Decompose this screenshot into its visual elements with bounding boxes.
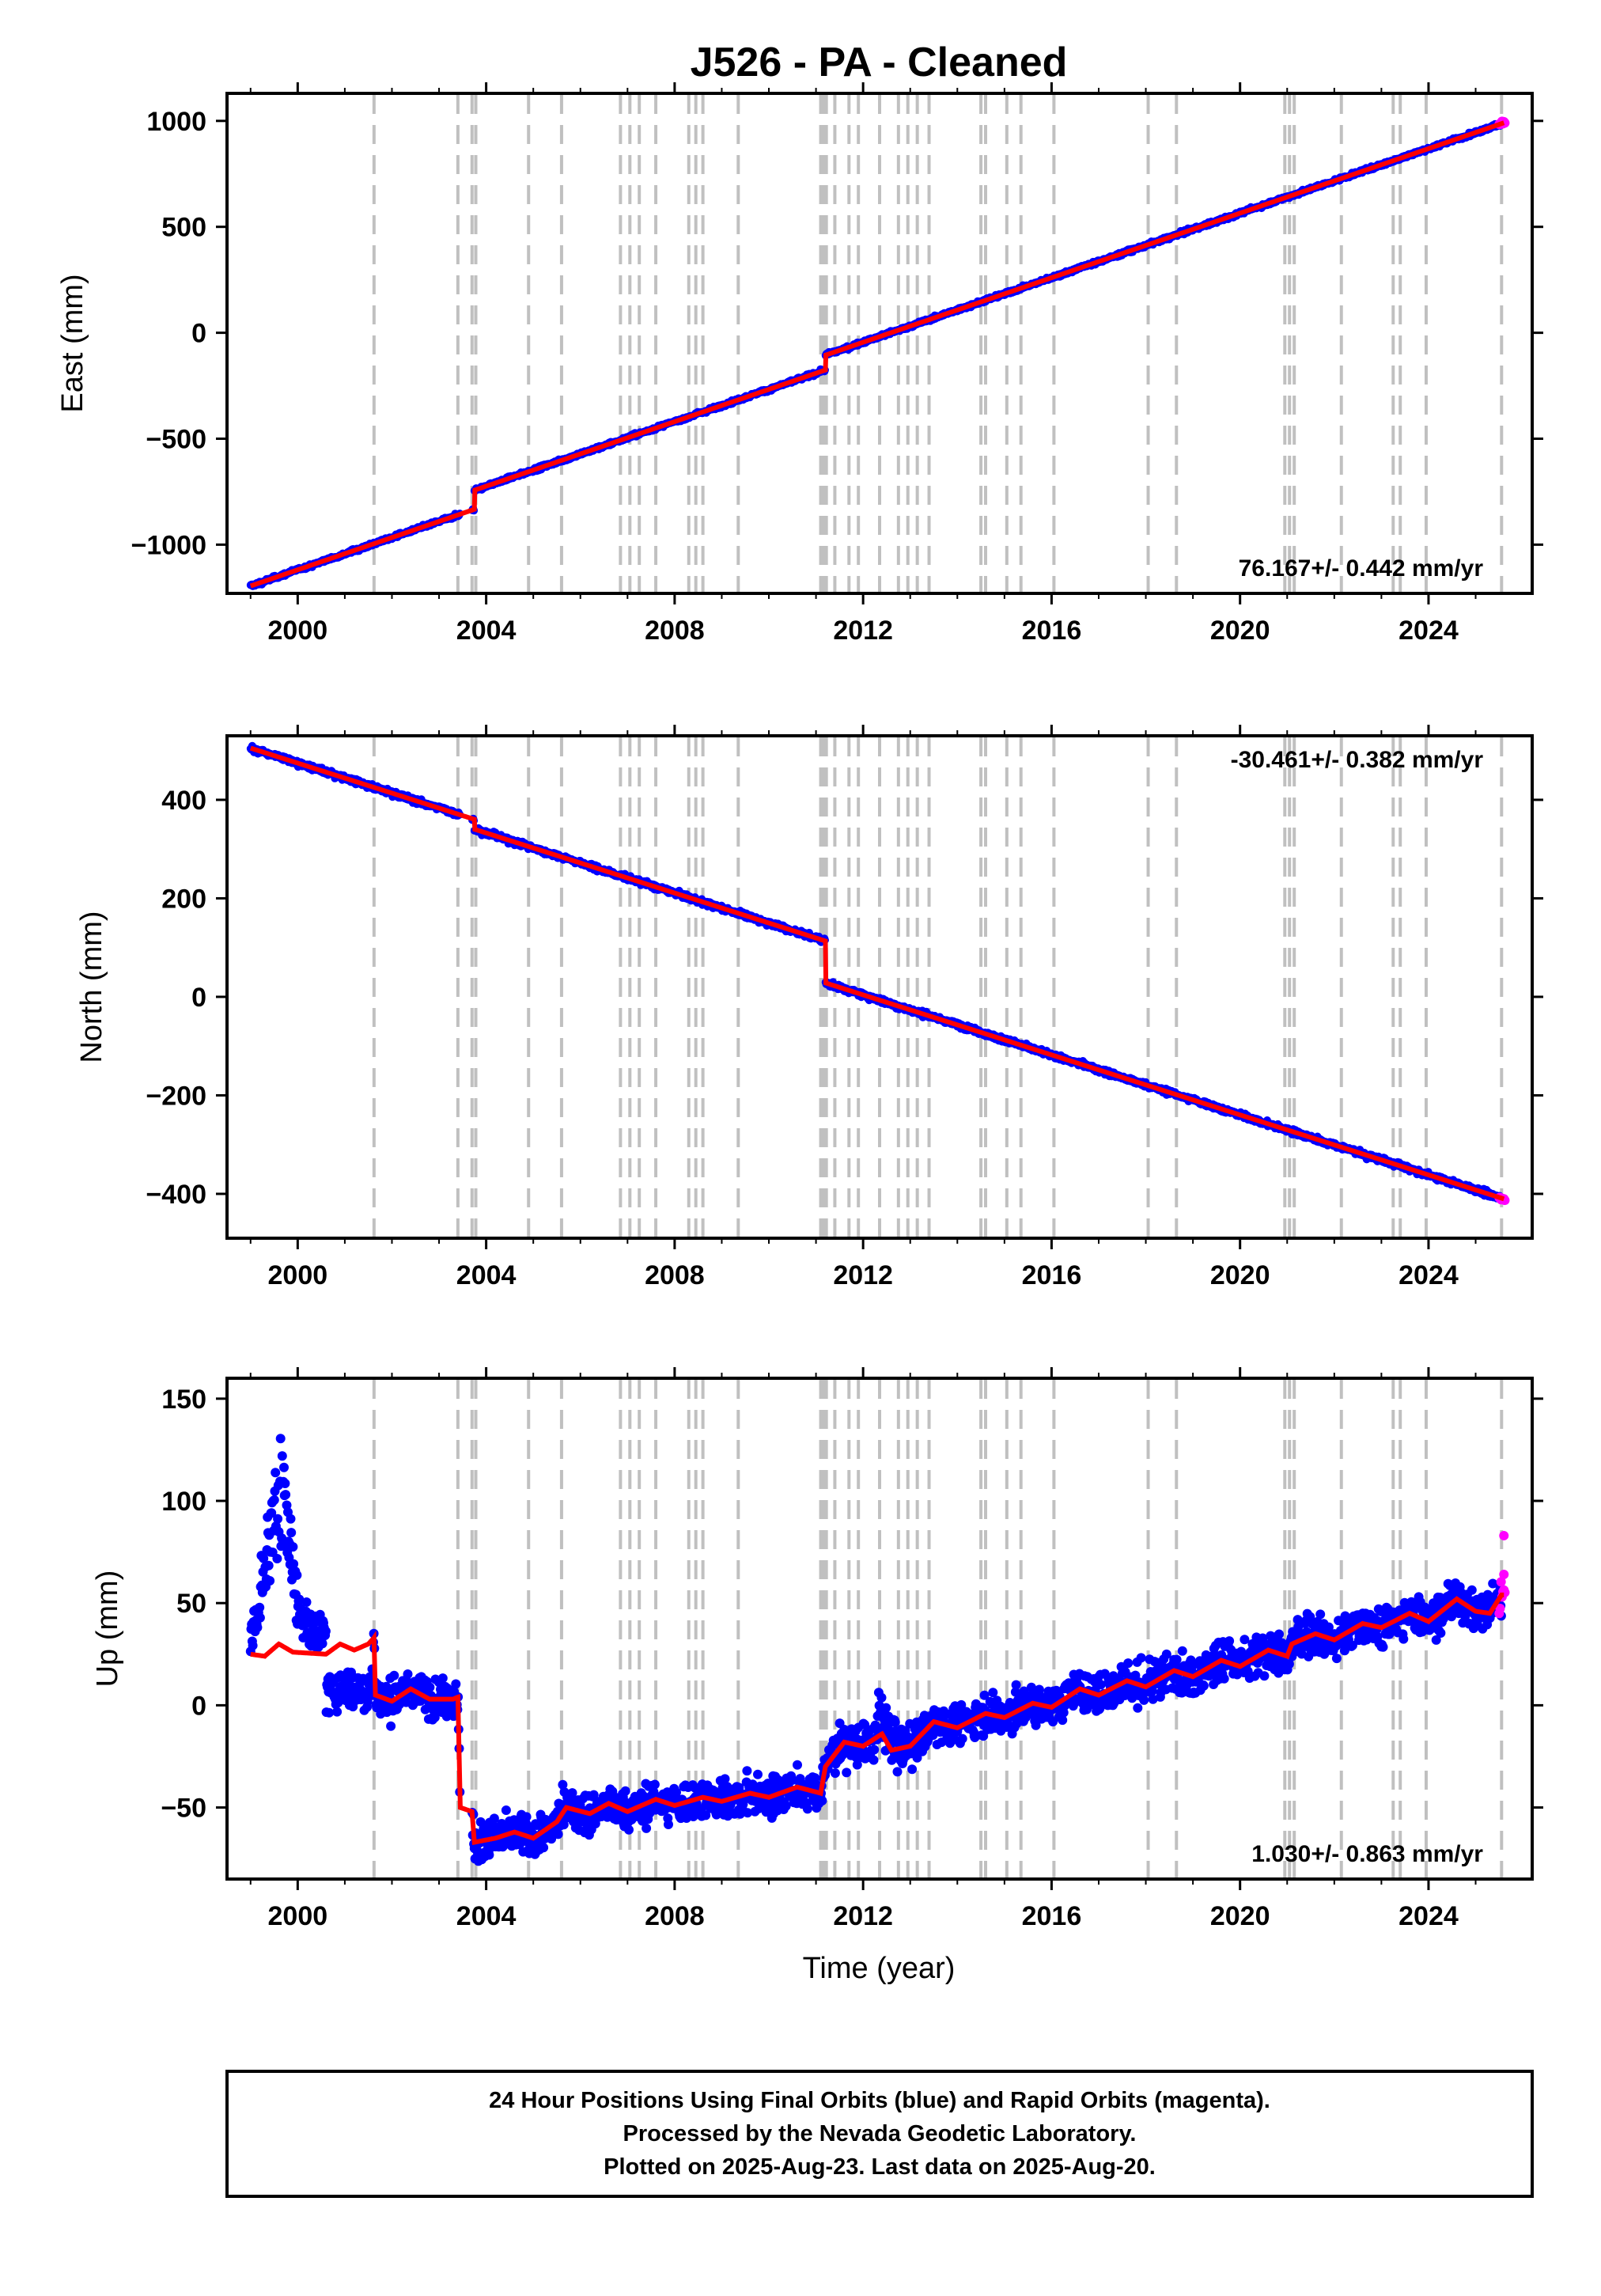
x-tick-label: 2012 — [833, 616, 893, 646]
data-point — [269, 1495, 279, 1505]
x-tick-label: 2020 — [1210, 616, 1270, 646]
plot-area — [246, 116, 1510, 590]
data-point — [255, 1602, 265, 1612]
y-tick-label: −400 — [146, 1180, 206, 1210]
y-axis-label: North (mm) — [75, 911, 108, 1063]
y-tick-label: −200 — [146, 1081, 206, 1111]
y-tick-label: 1000 — [146, 107, 206, 137]
data-point — [389, 1670, 399, 1680]
y-tick-label: 0 — [191, 319, 206, 349]
data-point — [273, 1514, 283, 1524]
data-point — [286, 1528, 297, 1538]
data-point — [280, 1479, 290, 1488]
x-tick-label: 2016 — [1022, 616, 1082, 646]
x-tick-label: 2004 — [456, 1260, 517, 1290]
rate-label: -30.461+/- 0.382 mm/yr — [1231, 747, 1484, 773]
data-point — [386, 1721, 396, 1731]
y-tick-label: −1000 — [131, 530, 207, 560]
y-tick-label: 400 — [161, 786, 206, 816]
x-tick-label: 2024 — [1399, 1260, 1459, 1290]
data-point — [252, 1623, 263, 1632]
data-point — [265, 1576, 275, 1586]
y-tick-label: 500 — [161, 213, 206, 243]
data-point — [281, 1490, 291, 1500]
x-tick-label: 2000 — [268, 1260, 328, 1290]
data-point — [263, 1560, 274, 1570]
y-tick-label: 200 — [161, 884, 206, 914]
chart-title: J526 - PA - Cleaned — [691, 40, 1068, 85]
x-tick-label: 2000 — [268, 616, 328, 646]
data-point — [301, 1597, 312, 1607]
x-tick-label: 2024 — [1399, 616, 1459, 646]
x-tick-label: 2008 — [645, 1260, 705, 1290]
event-lines — [372, 95, 1504, 592]
data-point — [271, 1468, 281, 1478]
x-tick-label: 2008 — [645, 616, 705, 646]
data-point — [320, 1626, 331, 1636]
data-point — [277, 1451, 287, 1461]
data-point — [255, 1612, 265, 1623]
data-point — [279, 1462, 289, 1472]
x-tick-label: 2004 — [456, 616, 517, 646]
x-tick-label: 2016 — [1022, 1260, 1082, 1290]
y-axis-label: East (mm) — [56, 274, 89, 412]
x-tick-label: 2020 — [1210, 1260, 1270, 1290]
x-tick-label: 2012 — [833, 1260, 893, 1290]
east-panel: 2000 2004 2008 2012 2016 2020 2024 −1000 −500 0 50… — [56, 82, 1543, 646]
data-point — [317, 1639, 327, 1649]
data-point — [275, 1434, 286, 1444]
data-point — [248, 1640, 258, 1650]
data-point — [272, 1554, 282, 1563]
data-point — [332, 1707, 343, 1717]
data-point — [292, 1570, 302, 1580]
y-tick-label: 0 — [191, 983, 206, 1013]
data-point — [286, 1514, 296, 1524]
rate-label: 76.167+/- 0.442 mm/yr — [1239, 555, 1484, 582]
data-point — [288, 1542, 298, 1552]
y-tick-label: −500 — [146, 425, 206, 455]
